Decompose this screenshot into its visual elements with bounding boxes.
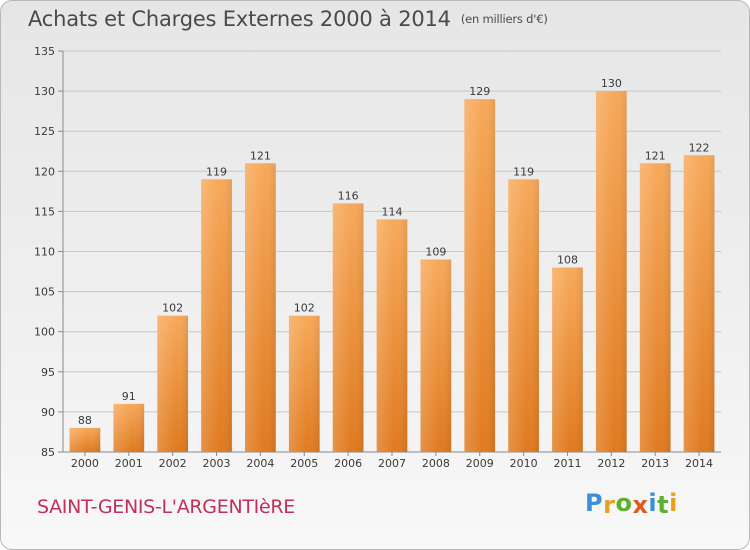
data-label-2012: 130	[601, 77, 622, 90]
data-label-2013: 121	[645, 149, 666, 162]
y-tick-label: 85	[41, 446, 55, 459]
proxiti-logo: Proxiti	[585, 489, 678, 519]
x-tick-label-2013: 2013	[641, 457, 669, 470]
data-label-2011: 108	[557, 254, 578, 267]
data-label-2010: 119	[513, 165, 534, 178]
x-tick-label-2002: 2002	[159, 457, 187, 470]
data-label-2006: 116	[338, 189, 359, 202]
data-label-2009: 129	[469, 85, 490, 98]
x-tick-label-2004: 2004	[246, 457, 274, 470]
bar-shade-2006	[332, 203, 364, 452]
logo-letter: i	[669, 489, 678, 517]
bar-shade-2013	[639, 163, 671, 452]
bar-shade-2005	[288, 315, 320, 452]
data-label-2005: 102	[294, 302, 315, 315]
logo-letter: t	[657, 491, 670, 519]
data-label-2004: 121	[250, 149, 271, 162]
bar-shade-2000	[69, 427, 101, 452]
x-tick-label-2007: 2007	[378, 457, 406, 470]
data-label-2000: 88	[78, 414, 92, 427]
data-label-2002: 102	[162, 302, 183, 315]
chart-subtitle: (en milliers d'€)	[460, 12, 548, 26]
chart-title-text: Achats et Charges Externes 2000 à 2014	[28, 7, 451, 31]
data-label-2008: 109	[425, 246, 446, 259]
y-tick-label: 105	[34, 286, 55, 299]
bar-shade-2012	[595, 91, 627, 452]
x-tick-label-2005: 2005	[290, 457, 318, 470]
x-tick-label-2011: 2011	[553, 457, 581, 470]
y-tick-label: 135	[34, 45, 55, 58]
data-label-2007: 114	[382, 205, 403, 218]
y-tick-label: 110	[34, 246, 55, 259]
data-label-2014: 122	[689, 141, 710, 154]
bar-shade-2008	[420, 259, 452, 452]
bar-shade-2004	[245, 163, 276, 452]
bar-shade-2014	[683, 155, 715, 452]
y-tick-label: 120	[34, 165, 55, 178]
logo-letter: x	[632, 491, 649, 519]
x-tick-label-2003: 2003	[203, 457, 231, 470]
x-tick-label-2012: 2012	[597, 457, 625, 470]
y-tick-label: 130	[34, 85, 55, 98]
y-tick-label: 115	[34, 205, 55, 218]
x-tick-label-2008: 2008	[422, 457, 450, 470]
bar-shade-2010	[508, 179, 539, 452]
y-tick-label: 100	[34, 326, 55, 339]
logo-letter: o	[615, 489, 633, 517]
bar-shade-2003	[201, 179, 232, 452]
bar-shade-2002	[157, 315, 189, 452]
y-tick-label: 90	[41, 406, 55, 419]
logo-letter: P	[585, 489, 604, 517]
x-tick-label-2009: 2009	[466, 457, 494, 470]
x-axis: 2000 2001 2002 2003 2004 2005 2006 2007 2008 2009…	[71, 452, 713, 470]
x-tick-label-2001: 2001	[115, 457, 143, 470]
data-label-2001: 91	[122, 390, 136, 403]
commune-name: SAINT-GENIS-L'ARGENTIèRE	[37, 496, 295, 518]
bars	[69, 91, 715, 453]
x-tick-label-2010: 2010	[510, 457, 538, 470]
chart-title: Achats et Charges Externes 2000 à 2014 (e…	[28, 7, 548, 31]
y-tick-label: 95	[41, 366, 55, 379]
bar-shade-2007	[376, 219, 408, 452]
x-tick-label-2006: 2006	[334, 457, 362, 470]
y-tick-label: 125	[34, 125, 55, 138]
bar-shade-2009	[464, 99, 496, 453]
logo-letter: r	[603, 491, 616, 519]
bar-shade-2001	[113, 403, 145, 452]
data-label-2003: 119	[206, 165, 227, 178]
logo-letter: i	[648, 489, 658, 517]
bar-shade-2011	[552, 267, 583, 452]
data-labels: 88 91 102 119 121 102 116 114 109 129 119 108 130 121…	[78, 77, 710, 427]
x-tick-label-2014: 2014	[685, 457, 713, 470]
x-tick-label-2000: 2000	[71, 457, 99, 470]
